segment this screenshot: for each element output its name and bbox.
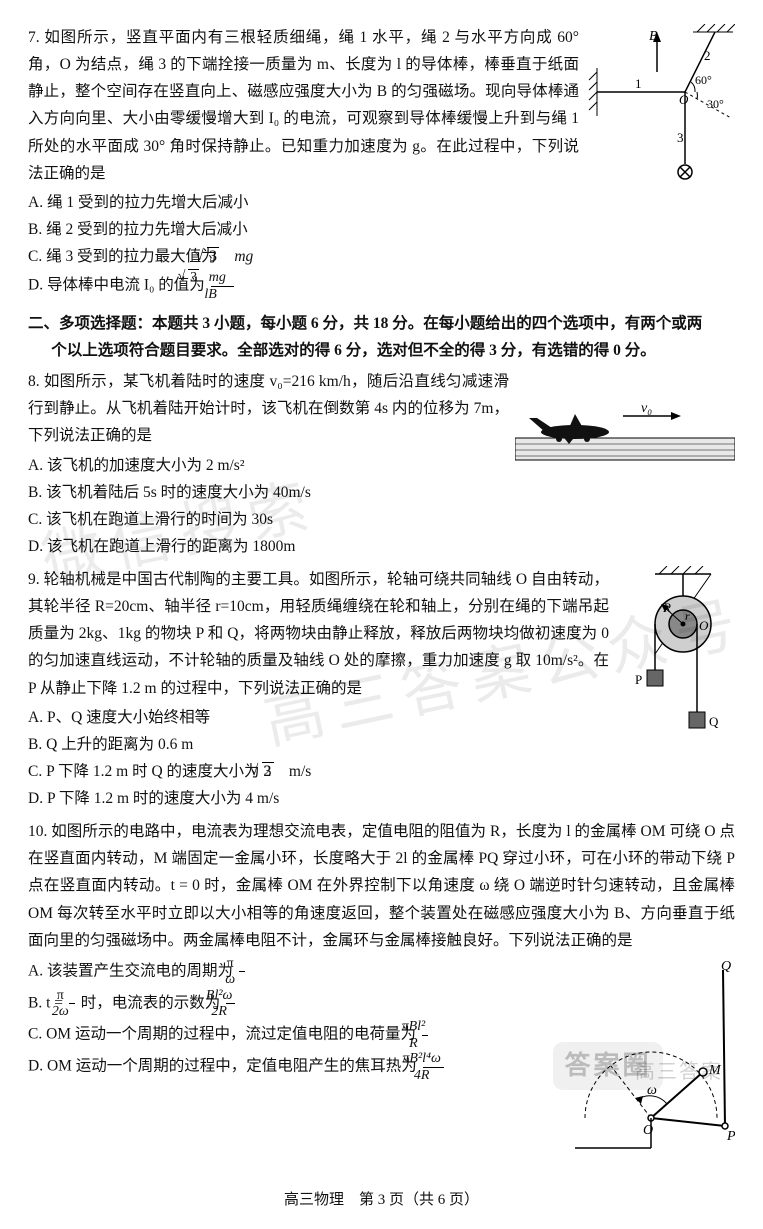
svg-text:3: 3 xyxy=(677,130,684,145)
q8-stem-text: 如图所示，某飞机着陆时的速度 v₀=216 km/h，随后沿直线匀减速滑行到静止… xyxy=(28,373,509,444)
svg-text:2: 2 xyxy=(704,48,711,63)
q9-c-suffix: m/s xyxy=(289,763,311,780)
q10-d-den: 4R xyxy=(423,1068,444,1083)
q8-v0-label: v₀ xyxy=(641,401,652,416)
section2-line2: 个以上选项符合题目要求。全部选对的得 6 分，选对但不全的得 3 分，有选错的得… xyxy=(28,342,656,359)
q7-number: 7. xyxy=(28,29,40,46)
svg-text:O: O xyxy=(679,92,689,107)
question-9: R r O P Q 9. 轮轴机械是中国古代制陶的主要工具。如图所示，轮轴可绕共… xyxy=(28,566,735,812)
q7-d-num-rest: mg xyxy=(205,270,226,285)
q9-figure: R r O P Q xyxy=(615,566,735,745)
q8-figure: v₀ xyxy=(515,398,735,477)
q9-stem-text: 轮轴机械是中国古代制陶的主要工具。如图所示，轮轴可绕共同轴线 O 自由转动，其轮… xyxy=(28,571,609,697)
q8-number: 8. xyxy=(28,373,40,390)
svg-text:P: P xyxy=(635,672,642,687)
q7-c-sqrt: 3 xyxy=(207,247,219,265)
q7-opt-c: C. 绳 3 受到的拉力最大值为 3 mg xyxy=(28,243,735,270)
svg-text:O: O xyxy=(643,1123,653,1138)
svg-text:30°: 30° xyxy=(707,97,724,111)
q10-c-prefix: C. OM 运动一个周期的过程中，流过定值电阻的电荷量为 xyxy=(28,1026,420,1043)
svg-text:Q: Q xyxy=(721,959,731,974)
q9-opt-c: C. P 下降 1.2 m 时 Q 的速度大小为 2 3 m/s xyxy=(28,758,735,785)
q10-c-den: R xyxy=(422,1036,428,1051)
watermark-3: 高三答案 xyxy=(635,1055,723,1090)
q7-opt-b: B. 绳 2 受到的拉力先增大后减小 xyxy=(28,216,735,243)
q9-c-prefix: C. P 下降 1.2 m 时 Q 的速度大小为 2 xyxy=(28,763,271,780)
q10-b1-den: 2ω xyxy=(69,1004,75,1019)
q8-opt-c: C. 该飞机在跑道上滑行的时间为 30s xyxy=(28,506,735,533)
q10-d-prefix: D. OM 运动一个周期的过程中，定值电阻产生的焦耳热为 xyxy=(28,1058,421,1075)
svg-text:Q: Q xyxy=(709,714,719,729)
q9-number: 9. xyxy=(28,571,40,588)
q7-B-label: B xyxy=(649,29,658,44)
q7-c-prefix: C. 绳 3 受到的拉力最大值为 xyxy=(28,248,217,265)
q9-opt-d: D. P 下降 1.2 m 时的速度大小为 4 m/s xyxy=(28,785,735,812)
q7-d-den: lB xyxy=(211,287,234,302)
q8-opt-b: B. 该飞机着陆后 5s 时的速度大小为 40m/s xyxy=(28,479,735,506)
q10-d-num: πB²l⁴ω xyxy=(423,1051,444,1067)
q10-stem-text: 如图所示的电路中，电流表为理想交流电表，定值电阻的阻值为 R，长度为 l 的金属… xyxy=(28,823,735,949)
q10-b-mid: 时，电流表的示数为 xyxy=(81,994,224,1011)
q9-c-sqrt: 3 xyxy=(262,762,274,780)
q7-c-suffix: mg xyxy=(234,248,253,265)
question-8: v₀ 8. 如图所示，某飞机着陆时的速度 v₀=216 km/h，随后沿直线匀减… xyxy=(28,368,735,560)
q10-b1-num: π xyxy=(69,988,75,1004)
page-footer: 高三物理 第 3 页（共 6 页） xyxy=(28,1187,735,1213)
section2-line1: 二、多项选择题：本题共 3 小题，每小题 6 分，共 18 分。在每小题给出的四… xyxy=(28,315,702,332)
q10-c-num: πBl² xyxy=(422,1019,428,1035)
q7-d-num-sqrt: 3 xyxy=(188,269,199,285)
q10-b2-den: 2R xyxy=(226,1004,235,1019)
q10-number: 10. xyxy=(28,823,47,840)
svg-text:r: r xyxy=(685,609,690,623)
q10-a-prefix: A. 该装置产生交流电的周期为 xyxy=(28,962,237,979)
svg-text:P: P xyxy=(726,1129,735,1144)
q7-opt-d: D. 导体棒中电流 I₀ 的值为 3 mg lB xyxy=(28,270,735,302)
q10-a-den: ω xyxy=(239,972,245,987)
question-10: 10. 如图所示的电路中，电流表为理想交流电表，定值电阻的阻值为 R，长度为 l… xyxy=(28,818,735,1167)
svg-text:60°: 60° xyxy=(695,73,712,87)
question-7: B 1 2 3 60° 30° O 7. 如图所示，竖直平面内有三根轻质细绳，绳… xyxy=(28,24,735,302)
q8-opt-d: D. 该飞机在跑道上滑行的距离为 1800m xyxy=(28,533,735,560)
svg-text:O: O xyxy=(699,618,709,633)
section2-heading: 二、多项选择题：本题共 3 小题，每小题 6 分，共 18 分。在每小题给出的四… xyxy=(28,310,735,364)
q10-stem: 10. 如图所示的电路中，电流表为理想交流电表，定值电阻的阻值为 R，长度为 l… xyxy=(28,818,735,954)
q7-stem-text: 如图所示，竖直平面内有三根轻质细绳，绳 1 水平，绳 2 与水平方向成 60° … xyxy=(28,29,579,182)
q10-b2-num: Bl²ω xyxy=(226,988,235,1004)
svg-text:1: 1 xyxy=(635,76,642,91)
q10-a-num: π xyxy=(239,956,245,972)
q7-figure: B 1 2 3 60° 30° O xyxy=(585,24,735,213)
